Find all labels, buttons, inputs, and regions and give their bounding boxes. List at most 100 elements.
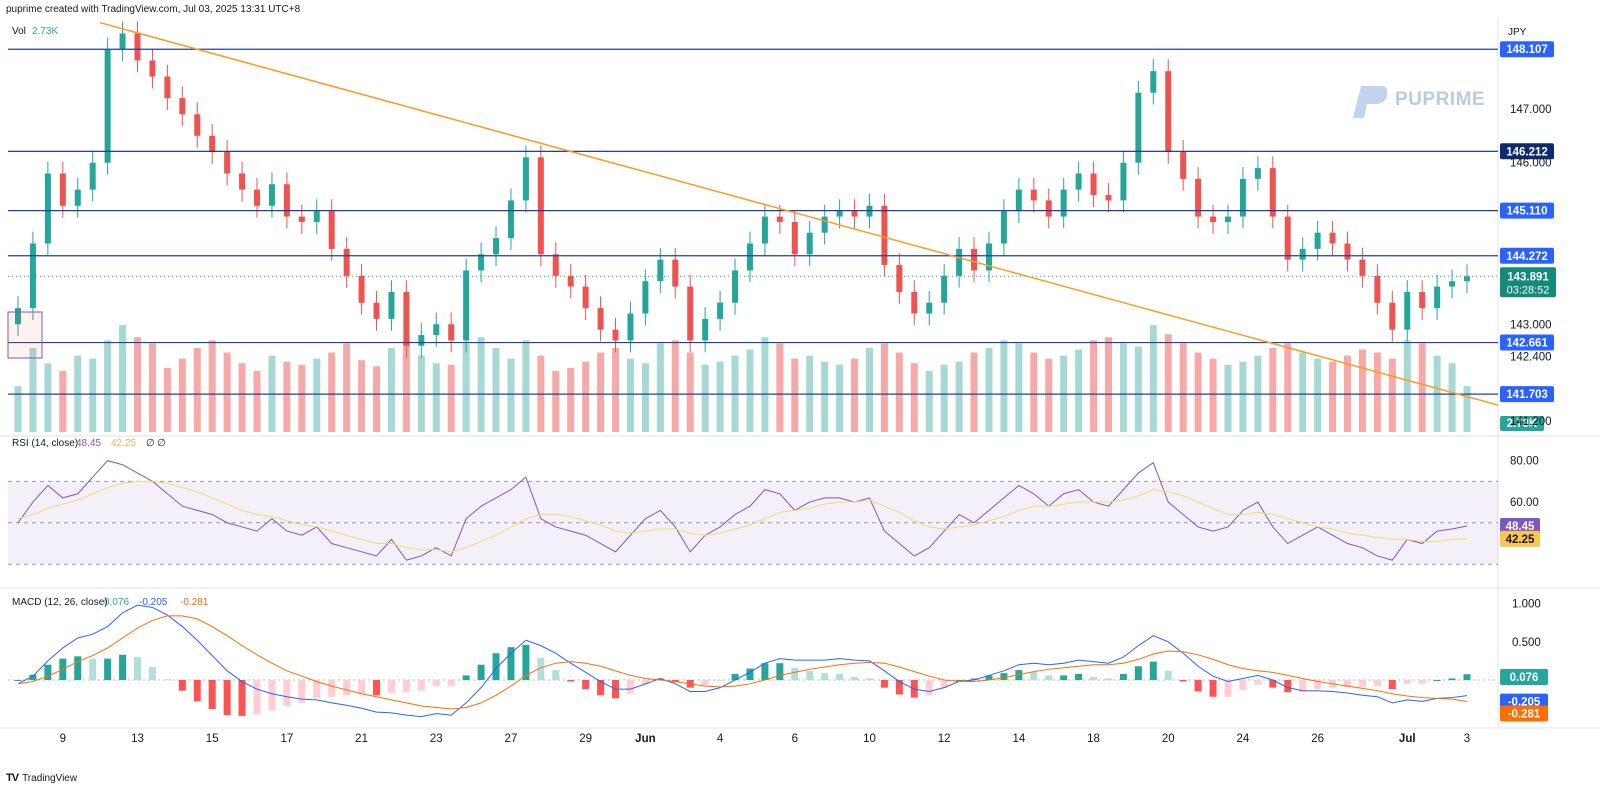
macd-histogram-bar <box>821 673 829 680</box>
time-tick-label: 13 <box>131 733 144 745</box>
rsi-tick-label: 60.00 <box>1510 497 1539 509</box>
macd-histogram-bar <box>223 680 231 716</box>
candle-body <box>268 184 275 206</box>
macd-histogram-bar <box>417 680 425 691</box>
rsi-value-tag <box>1500 530 1540 547</box>
rsi-legend-value: 42.25 <box>111 438 136 449</box>
macd-histogram-bar <box>208 680 216 710</box>
volume-bar <box>1164 334 1172 432</box>
time-tick-label: Jun <box>635 733 655 745</box>
volume-bar <box>776 343 784 432</box>
candle-body <box>1060 189 1067 217</box>
volume-bar <box>328 352 336 432</box>
volume-bar <box>492 347 500 432</box>
candle-body <box>89 162 96 190</box>
time-tick-label: 26 <box>1311 733 1324 745</box>
macd-histogram-bar <box>29 674 37 680</box>
candle-body <box>567 275 574 287</box>
macd-histogram-bar <box>985 675 993 680</box>
volume-bar <box>1463 386 1471 432</box>
macd-histogram-bar <box>148 667 156 680</box>
macd-histogram-bar <box>567 680 575 682</box>
macd-histogram-bar <box>656 678 664 680</box>
macd-histogram-bar <box>1403 680 1411 684</box>
candle-body <box>597 308 604 330</box>
macd-histogram-bar <box>238 680 246 716</box>
candle-body <box>971 248 978 271</box>
price-tick-label: 146.000 <box>1510 158 1552 170</box>
candle-body <box>209 135 216 152</box>
macd-histogram-bar <box>1463 674 1471 680</box>
volume-bar <box>298 364 306 432</box>
volume-bar <box>552 370 560 432</box>
volume-bar <box>1194 352 1202 432</box>
candle-body <box>298 216 305 222</box>
rsi-ma-line <box>17 480 1468 553</box>
volume-legend-value: 2.73K <box>32 26 58 37</box>
volume-bar <box>1403 340 1411 432</box>
macd-histogram-bar <box>387 680 395 693</box>
candle-body <box>1224 216 1231 222</box>
candle-body <box>911 291 918 314</box>
time-tick-label: 12 <box>938 733 951 745</box>
horizontal-levels[interactable]: 148.107 146.212 145.110 144.272 142.661 141.7… <box>8 41 1556 431</box>
time-tick-label: 27 <box>505 733 518 745</box>
trendline[interactable] <box>7 21 1499 406</box>
volume-bar <box>1134 346 1142 432</box>
macd-histogram-bar <box>806 670 814 680</box>
candle-body <box>358 275 365 303</box>
macd-histogram-bar <box>836 673 844 680</box>
candle-body <box>134 33 141 61</box>
candlestick-series <box>15 21 1470 358</box>
time-tick-label: 17 <box>280 733 293 745</box>
candle-body <box>522 157 529 201</box>
macd-histogram-bar <box>880 680 888 688</box>
macd-histogram-bar <box>1045 675 1053 680</box>
candle-body <box>74 189 81 206</box>
volume-bar <box>358 360 366 432</box>
macd-histogram-bar <box>178 680 186 691</box>
volume-bar <box>1045 358 1053 432</box>
rsi-line <box>17 460 1468 561</box>
macd-histogram-bar <box>462 675 470 680</box>
volume-bar <box>1179 343 1187 432</box>
macd-histogram-bar <box>89 658 97 680</box>
volume-bar <box>1418 343 1426 432</box>
macd-histogram-bar <box>970 678 978 680</box>
candle-body <box>433 324 440 336</box>
time-tick-label: 4 <box>717 733 724 745</box>
volume-bar <box>178 358 186 432</box>
volume-bar <box>851 358 859 432</box>
macd-histogram-bar <box>716 680 724 681</box>
time-tick-label: 23 <box>430 733 443 745</box>
level-price-tag <box>1500 41 1554 58</box>
rsi-legend-title: RSI (14, close) <box>12 438 78 449</box>
volume-bar <box>89 358 97 432</box>
candle-body <box>1404 291 1411 330</box>
candle-body <box>119 33 126 50</box>
volume-legend-label: Vol <box>12 26 26 37</box>
macd-histogram-bar <box>1388 680 1396 690</box>
candle-body <box>1090 173 1097 196</box>
macd-histogram-bar <box>44 664 52 680</box>
rsi-value-label: 42.25 <box>1506 534 1535 546</box>
volume-bar <box>1388 358 1396 432</box>
volume-bar <box>955 361 963 432</box>
macd-histogram-bar <box>1179 680 1187 682</box>
volume-bar <box>1000 340 1008 432</box>
candle-body <box>627 313 634 341</box>
candle-body <box>1195 178 1202 217</box>
macd-pane: 1.000 0.500 0.076 -0.205 -0.281 <box>8 599 1548 722</box>
macd-histogram-bar <box>1104 678 1112 680</box>
candle-body <box>1374 275 1381 303</box>
macd-legend-value: -0.281 <box>180 597 209 608</box>
volume-bar <box>895 352 903 432</box>
volume-bar <box>14 386 22 432</box>
macd-histogram-bar <box>14 680 22 681</box>
time-tick-label: 3 <box>1464 733 1470 745</box>
candle-body <box>941 275 948 303</box>
rsi-tick-label: 80.00 <box>1510 456 1539 468</box>
candle-body <box>164 76 171 99</box>
macd-histogram-bar <box>283 680 291 706</box>
